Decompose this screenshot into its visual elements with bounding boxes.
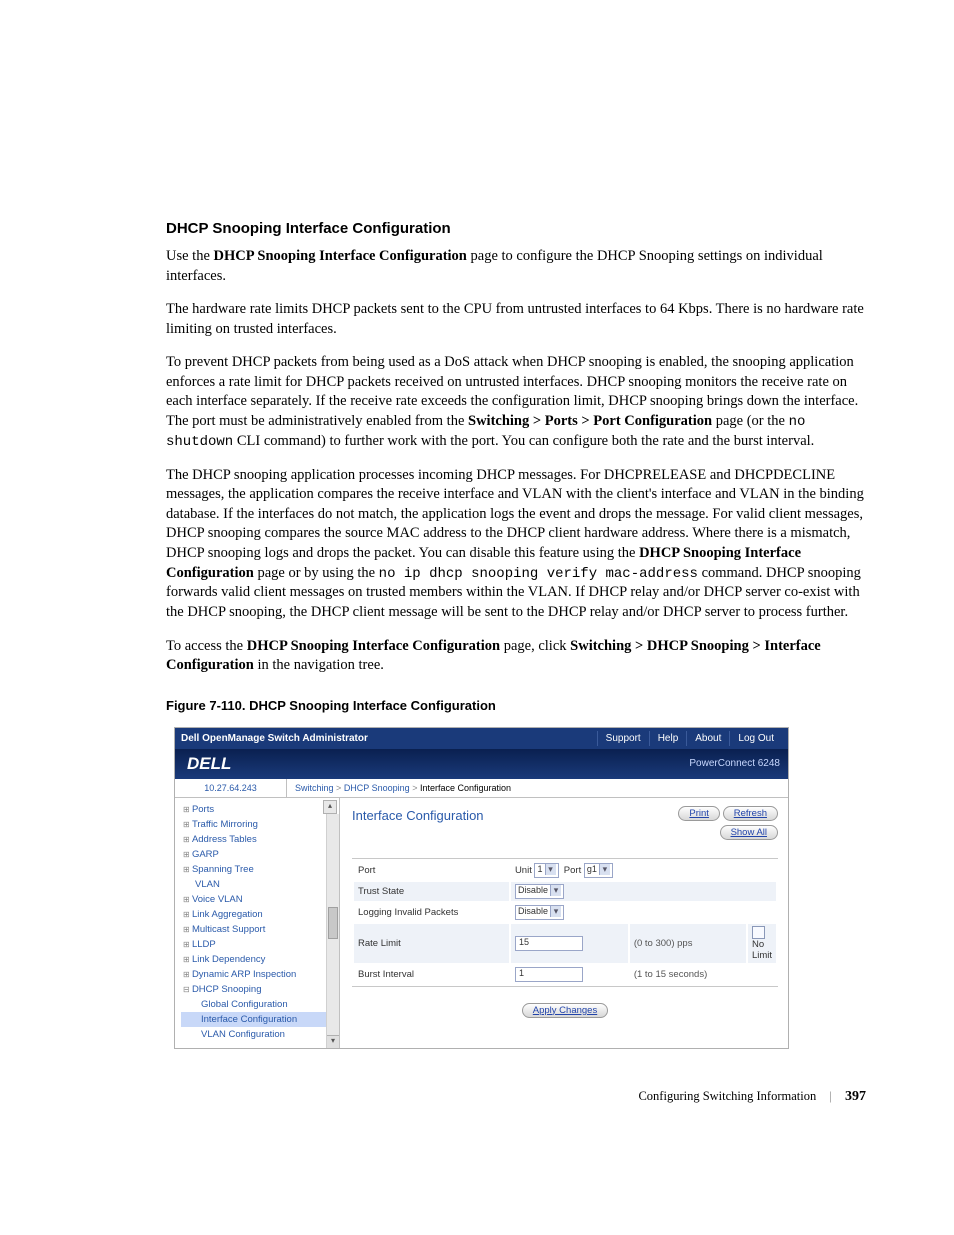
scrollbar-thumb[interactable]: [328, 907, 338, 939]
bold-term: DHCP Snooping Interface Configuration: [247, 638, 500, 654]
port-row-label: Port: [354, 861, 509, 880]
rate-limit-hint: (0 to 300) pps: [630, 924, 746, 963]
refresh-button[interactable]: Refresh: [723, 806, 778, 821]
nav-tree: ▴ PortsTraffic MirroringAddress TablesGA…: [175, 798, 340, 1048]
port-value: g1: [587, 864, 597, 874]
nav-item-ports[interactable]: Ports: [181, 802, 339, 817]
text: page (or the: [712, 413, 789, 429]
scroll-down-button[interactable]: ▾: [327, 1035, 339, 1048]
burst-interval-hint: (1 to 15 seconds): [630, 965, 746, 984]
crumb-switching[interactable]: Switching: [295, 783, 334, 793]
trust-state-value: Disable: [518, 885, 548, 895]
text: page or by using the: [254, 565, 379, 581]
paragraph-4: The DHCP snooping application processes …: [166, 466, 866, 623]
logging-value: Disable: [518, 906, 548, 916]
text: To access the: [166, 638, 247, 654]
footer-section-title: Configuring Switching Information: [638, 1089, 816, 1103]
crumb-sep: >: [412, 783, 420, 793]
nav-item-dhcp-snooping[interactable]: DHCP Snooping: [181, 982, 339, 997]
figure-caption: Figure 7-110. DHCP Snooping Interface Co…: [166, 698, 866, 713]
port-select[interactable]: g1▾: [584, 863, 613, 878]
nav-item-voice-vlan[interactable]: Voice VLAN: [181, 892, 339, 907]
logging-select[interactable]: Disable▾: [515, 905, 564, 920]
bold-term: DHCP Snooping Interface Configuration: [214, 248, 467, 264]
dropdown-arrow-icon: ▾: [550, 906, 561, 917]
nav-scrollbar[interactable]: ▾: [326, 814, 339, 1048]
text: CLI command) to further work with the po…: [233, 433, 814, 449]
bold-nav-path: Switching > Ports > Port Configuration: [468, 413, 712, 429]
device-ip: 10.27.64.243: [175, 779, 287, 797]
rate-limit-label: Rate Limit: [354, 924, 509, 963]
help-link[interactable]: Help: [649, 731, 687, 746]
nav-item-traffic-mirroring[interactable]: Traffic Mirroring: [181, 817, 339, 832]
cli-command: no ip dhcp snooping verify mac-address: [379, 566, 698, 582]
print-button[interactable]: Print: [678, 806, 720, 821]
unit-value: 1: [537, 864, 542, 874]
no-limit-checkbox[interactable]: [752, 926, 765, 939]
paragraph-1: Use the DHCP Snooping Interface Configur…: [166, 247, 866, 286]
show-all-button[interactable]: Show All: [720, 825, 778, 840]
product-name: PowerConnect 6248: [689, 758, 780, 769]
breadcrumb: Switching > DHCP Snooping > Interface Co…: [287, 779, 519, 797]
burst-interval-input[interactable]: 1: [515, 967, 583, 982]
app-topbar: Dell OpenManage Switch Administrator Sup…: [175, 728, 788, 749]
apply-changes-button[interactable]: Apply Changes: [522, 1003, 608, 1018]
text: in the navigation tree.: [254, 657, 384, 673]
rate-limit-input[interactable]: 15: [515, 936, 583, 951]
paragraph-5: To access the DHCP Snooping Interface Co…: [166, 637, 866, 676]
footer-separator: |: [819, 1089, 842, 1103]
app-title: Dell OpenManage Switch Administrator: [181, 733, 368, 744]
nav-item-address-tables[interactable]: Address Tables: [181, 832, 339, 847]
dropdown-arrow-icon: ▾: [550, 885, 561, 896]
nav-item-spanning-tree[interactable]: Spanning Tree: [181, 862, 339, 877]
nav-item-garp[interactable]: GARP: [181, 847, 339, 862]
config-form-table: Port Unit 1▾ Port g1▾ Trust State Disabl…: [352, 858, 778, 987]
dell-logo: DELL: [187, 754, 231, 774]
breadcrumb-bar: 10.27.64.243 Switching > DHCP Snooping >…: [175, 779, 788, 798]
support-link[interactable]: Support: [597, 731, 649, 746]
crumb-current: Interface Configuration: [420, 783, 511, 793]
crumb-sep: >: [336, 783, 344, 793]
nav-item-vlan-configuration[interactable]: VLAN Configuration: [181, 1027, 339, 1042]
nav-item-global-configuration[interactable]: Global Configuration: [181, 997, 339, 1012]
nav-item-link-dependency[interactable]: Link Dependency: [181, 952, 339, 967]
page-footer: Configuring Switching Information | 397: [166, 1089, 866, 1105]
logout-link[interactable]: Log Out: [729, 731, 782, 746]
dropdown-arrow-icon: ▾: [545, 864, 556, 875]
trust-state-label: Trust State: [354, 882, 509, 901]
topbar-links: Support Help About Log Out: [597, 731, 782, 746]
nav-item-lldp[interactable]: LLDP: [181, 937, 339, 952]
logging-label: Logging Invalid Packets: [354, 903, 509, 922]
nav-item-dynamic-arp-inspection[interactable]: Dynamic ARP Inspection: [181, 967, 339, 982]
burst-interval-label: Burst Interval: [354, 965, 509, 984]
paragraph-2: The hardware rate limits DHCP packets se…: [166, 300, 866, 339]
paragraph-3: To prevent DHCP packets from being used …: [166, 353, 866, 451]
panel-title: Interface Configuration: [352, 806, 484, 823]
unit-label: Unit: [515, 865, 532, 876]
text: page, click: [500, 638, 570, 654]
text: Use the: [166, 248, 214, 264]
content-panel: Interface Configuration Print Refresh Sh…: [340, 798, 788, 1048]
nav-item-multicast-support[interactable]: Multicast Support: [181, 922, 339, 937]
crumb-dhcp-snooping[interactable]: DHCP Snooping: [344, 783, 410, 793]
trust-state-select[interactable]: Disable▾: [515, 884, 564, 899]
nav-item-link-aggregation[interactable]: Link Aggregation: [181, 907, 339, 922]
logo-bar: DELL PowerConnect 6248: [175, 749, 788, 779]
section-heading: DHCP Snooping Interface Configuration: [166, 220, 866, 237]
nav-item-interface-configuration[interactable]: Interface Configuration: [181, 1012, 339, 1027]
dropdown-arrow-icon: ▾: [599, 864, 610, 875]
about-link[interactable]: About: [686, 731, 729, 746]
unit-select[interactable]: 1▾: [534, 863, 558, 878]
nav-item-vlan[interactable]: VLAN: [181, 877, 339, 892]
port-select-label: Port: [564, 865, 581, 876]
embedded-screenshot: Dell OpenManage Switch Administrator Sup…: [174, 727, 789, 1049]
app-body: ▴ PortsTraffic MirroringAddress TablesGA…: [175, 798, 788, 1048]
no-limit-label: No Limit: [752, 939, 772, 961]
scroll-up-button[interactable]: ▴: [323, 800, 337, 814]
footer-page-number: 397: [845, 1089, 866, 1104]
